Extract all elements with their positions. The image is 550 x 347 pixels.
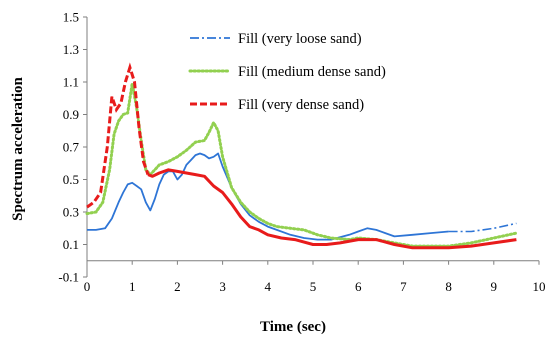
x-tick-label: 9 <box>491 279 498 294</box>
y-tick-label: -0.1 <box>58 270 79 285</box>
series-line <box>147 168 517 250</box>
series-lines <box>85 62 518 250</box>
legend-entry-1: Fill (very loose sand) <box>190 31 362 47</box>
x-tick-label: 5 <box>310 279 317 294</box>
x-tick-label: 8 <box>445 279 452 294</box>
y-tick-label: 0.9 <box>63 107 79 122</box>
y-tick-label: 1.3 <box>63 42 79 57</box>
legend-label: Fill (medium dense sand) <box>238 64 386 80</box>
x-tick-label: 3 <box>219 279 226 294</box>
legend-label: Fill (very dense sand) <box>238 97 364 113</box>
y-tick-label: 0.5 <box>63 172 79 187</box>
x-tick-label: 2 <box>174 279 181 294</box>
y-tick-label: 0.7 <box>63 140 80 155</box>
x-tick-label: 1 <box>129 279 136 294</box>
legend-label: Fill (very loose sand) <box>238 31 362 47</box>
series-line <box>87 152 449 241</box>
x-tick-label: 7 <box>400 279 407 294</box>
series-line-tail <box>448 222 517 233</box>
x-axis-title: Time (sec) <box>260 319 326 335</box>
series-3 <box>86 62 517 250</box>
axes <box>83 16 540 278</box>
x-tick-label: 0 <box>84 279 91 294</box>
y-tick-label: 1.1 <box>63 75 79 90</box>
x-tick-label: 6 <box>355 279 362 294</box>
y-tick-label: 0.3 <box>63 205 79 220</box>
x-tick-label: 10 <box>533 279 546 294</box>
tick-labels: -0.1 0.1 0.3 0.5 0.7 0.9 1.1 1.3 1.5 0 1 2 3 4 5 6 7 8 9 10 <box>58 10 545 295</box>
legend-entry-3: Fill (very dense sand) <box>190 97 364 113</box>
x-tick-label: 4 <box>265 279 272 294</box>
y-tick-label: 1.5 <box>63 10 79 25</box>
series-1 <box>87 152 517 241</box>
legend-entry-2: Fill (medium dense sand) <box>188 64 386 80</box>
y-tick-label: 0.1 <box>63 237 79 252</box>
y-axis-title: Spectrum acceleration <box>10 76 26 220</box>
series-line-head <box>86 62 150 209</box>
legend: Fill (very loose sand) Fill (medium dense… <box>188 31 386 113</box>
